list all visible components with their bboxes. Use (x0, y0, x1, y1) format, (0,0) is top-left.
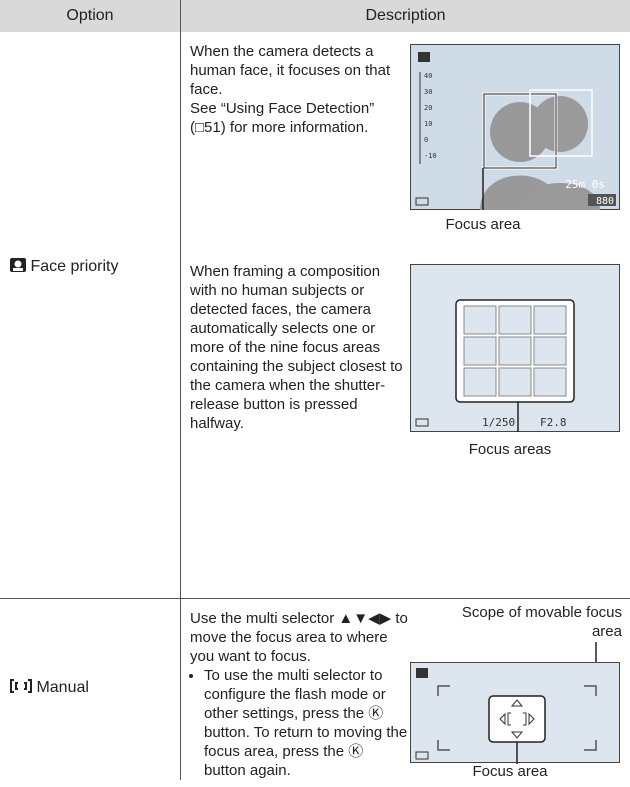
face-icon (10, 258, 26, 272)
description: When framing a composition with no human… (190, 263, 403, 432)
scale-label: 10 (424, 120, 432, 128)
shutter: 1/250 (482, 416, 515, 429)
screen-face: 40 30 20 10 0 -10 25m 0s 880 (410, 44, 620, 210)
screen-areas: 1/250 F2.8 (410, 264, 620, 432)
description: When the camera detects a human face, it… (190, 42, 405, 137)
caption: Focus areas (468, 441, 552, 458)
option-label: Face priority (30, 258, 119, 275)
option-label: Manual (36, 679, 89, 696)
header-option: Option (0, 0, 180, 32)
caption: Focus area (472, 763, 548, 780)
scale-label: 30 (424, 88, 432, 96)
scale-label: 40 (424, 72, 432, 80)
caption: Focus area (445, 216, 521, 233)
manual-icon (10, 679, 32, 693)
paragraph: When the camera detects a human face, it… (190, 43, 391, 98)
description: Use the multi selector ▲▼◀▶ to move the … (190, 609, 408, 780)
option: Face priority (10, 257, 180, 276)
screen-manual (410, 642, 620, 764)
scale-label: 20 (424, 104, 432, 112)
paragraph: See “Using Face Detection” (□51) for mor… (190, 100, 375, 136)
paragraph: Use the multi selector ▲▼◀▶ to move the … (190, 610, 408, 665)
count: 880 (596, 196, 614, 207)
bullet: To use the multi selector to configure t… (204, 666, 408, 780)
caption: Scope of movable focus area (461, 604, 622, 640)
divider (0, 598, 630, 599)
time: 25m 0s (565, 178, 605, 191)
scale-label: 0 (424, 136, 428, 144)
scale-label: -10 (424, 152, 437, 160)
divider (180, 0, 181, 780)
header-description: Description (181, 0, 630, 32)
aperture: F2.8 (540, 416, 567, 429)
option: Manual (10, 678, 180, 697)
